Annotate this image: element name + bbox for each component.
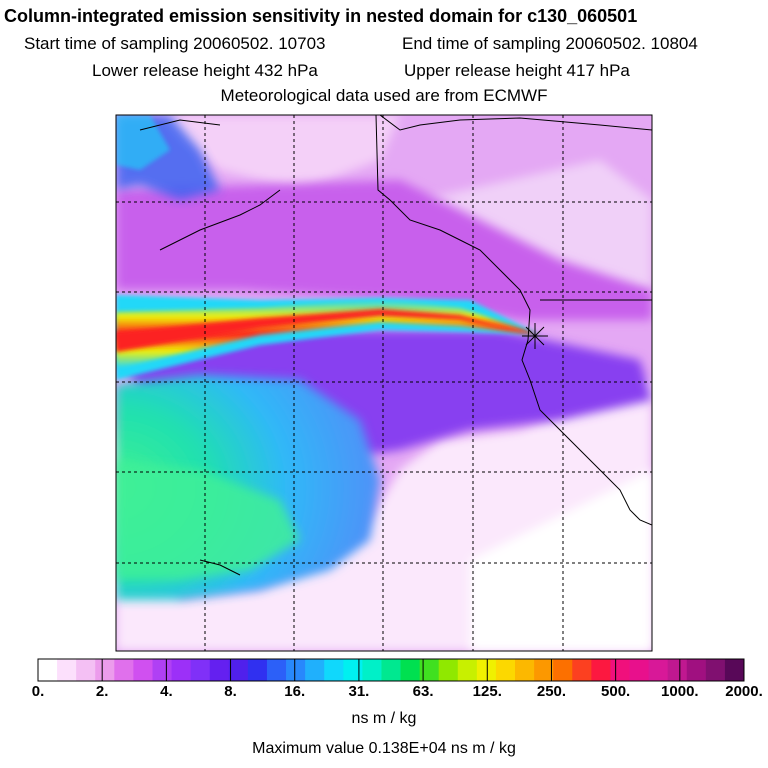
- colorbar-cell: [95, 659, 115, 681]
- map-frame: [115, 114, 653, 652]
- lat-lon-grid: [116, 115, 652, 651]
- colorbar-cell: [686, 659, 707, 681]
- colorbar-cell: [362, 659, 382, 681]
- coastline: [139, 115, 652, 576]
- colorbar-cell: [400, 659, 421, 681]
- colorbar-cell: [133, 659, 153, 681]
- colorbar-tick-label: 125.: [472, 683, 502, 700]
- colorbar-cell: [476, 659, 497, 681]
- colorbar-cell: [343, 659, 363, 681]
- colorbar-cell: [629, 659, 650, 681]
- colorbar-cell: [648, 659, 669, 681]
- colorbar-cell: [495, 659, 516, 681]
- colorbar-cell: [381, 659, 402, 681]
- colorbar-tick-label: 8.: [224, 683, 237, 700]
- colorbar-cell: [114, 659, 134, 681]
- max-value-label: Maximum value 0.138E+04 ns m / kg: [252, 740, 516, 757]
- colorbar-tick-label: 250.: [536, 683, 567, 700]
- colorbar-cell: [553, 659, 573, 681]
- colorbar-cell: [457, 659, 478, 681]
- colorbar-cell: [591, 659, 611, 681]
- met-data-label: Meteorological data used are from ECMWF: [220, 86, 548, 105]
- colorbar-cell: [171, 659, 192, 681]
- colorbar-cell: [724, 659, 745, 681]
- colorbar-cell: [228, 659, 249, 681]
- colorbar-cell: [152, 659, 173, 681]
- colorbar-cell: [534, 659, 554, 681]
- colorbar-tick-label: 63.: [412, 683, 434, 700]
- colorbar-tick-label: 31.: [348, 683, 370, 700]
- colorbar-tick-label: 2000.: [725, 683, 763, 700]
- colorbar-cell: [247, 659, 268, 681]
- colorbar-tick-label: 16.: [284, 683, 306, 700]
- colorbar-cell: [610, 659, 631, 681]
- colorbar-cell: [57, 659, 77, 681]
- colorbar-cell: [438, 659, 459, 681]
- colorbar-cell: [572, 659, 592, 681]
- star-marker-icon: [522, 323, 548, 349]
- colorbar-cell: [305, 659, 325, 681]
- upper-release-label: Upper release height 417 hPa: [404, 61, 630, 80]
- colorbar-cell: [266, 659, 287, 681]
- colorbar-cell: [190, 659, 211, 681]
- colorbar-cell: [705, 659, 726, 681]
- colorbar-tick-label: 2.: [95, 683, 109, 700]
- colorbar-cell: [324, 659, 344, 681]
- colorbar-cell: [38, 659, 58, 681]
- colorbar-units: ns m / kg: [351, 710, 417, 727]
- colorbar-cell: [76, 659, 96, 681]
- colorbar-tick-label: 1000.: [661, 683, 699, 700]
- colorbar-cell: [515, 659, 535, 681]
- colorbar-cell: [667, 659, 688, 681]
- end-time-label: End time of sampling 20060502. 10804: [402, 34, 698, 53]
- colorbar-tick-label: 4.: [160, 683, 173, 700]
- colorbar-tick-label: 500.: [601, 683, 631, 700]
- colorbar-tick-label: 0.: [31, 683, 45, 700]
- plot-title: Column-integrated emission sensitivity i…: [4, 6, 638, 26]
- colorbar-cell: [286, 659, 306, 681]
- start-time-label: Start time of sampling 20060502. 10703: [24, 34, 326, 53]
- lower-release-label: Lower release height 432 hPa: [92, 61, 318, 80]
- colorbar-cell: [419, 659, 440, 681]
- colorbar-cell: [209, 659, 230, 681]
